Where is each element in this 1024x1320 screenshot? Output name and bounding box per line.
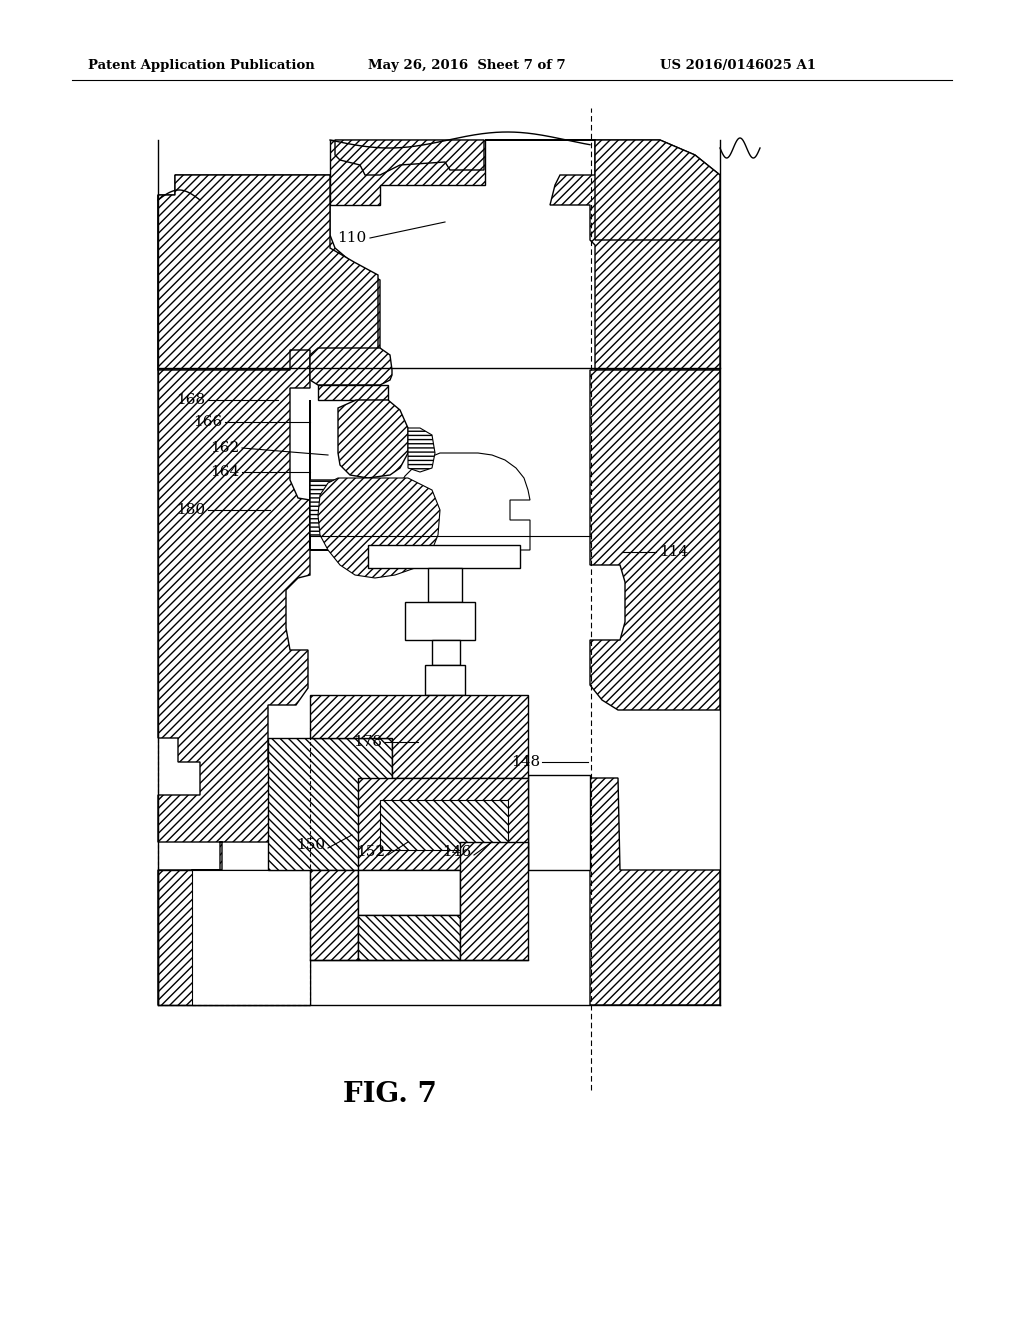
Polygon shape [335,140,484,176]
Text: FIG. 7: FIG. 7 [343,1081,437,1109]
Text: Patent Application Publication: Patent Application Publication [88,58,314,71]
Polygon shape [425,665,465,696]
Text: US 2016/0146025 A1: US 2016/0146025 A1 [660,58,816,71]
Text: 166: 166 [193,414,222,429]
Text: 152: 152 [356,845,385,859]
Polygon shape [358,777,528,870]
Polygon shape [318,478,440,578]
Polygon shape [528,775,590,870]
Polygon shape [358,870,460,915]
Polygon shape [158,350,310,1005]
Polygon shape [330,140,485,205]
Text: 110: 110 [337,231,366,246]
Text: May 26, 2016  Sheet 7 of 7: May 26, 2016 Sheet 7 of 7 [368,58,565,71]
Polygon shape [310,696,528,777]
Polygon shape [310,400,530,550]
Text: 150: 150 [296,838,325,851]
Polygon shape [380,800,508,850]
Polygon shape [158,870,310,1005]
Text: 178: 178 [353,735,382,748]
Polygon shape [408,428,435,473]
Polygon shape [310,870,358,960]
Text: 164: 164 [210,465,239,479]
Polygon shape [460,842,528,960]
Text: 162: 162 [210,441,239,455]
Polygon shape [193,870,310,1005]
Polygon shape [590,777,720,1005]
Polygon shape [432,640,460,665]
Polygon shape [268,738,392,870]
Polygon shape [590,370,720,710]
Text: 168: 168 [176,393,205,407]
Text: 180: 180 [176,503,205,517]
Polygon shape [406,602,475,640]
Polygon shape [310,480,422,535]
Polygon shape [158,176,380,370]
Polygon shape [428,568,462,602]
Polygon shape [485,140,720,370]
Polygon shape [595,140,720,240]
Polygon shape [358,915,460,960]
Polygon shape [310,348,392,385]
Text: 146: 146 [441,845,471,859]
Text: 148: 148 [511,755,540,770]
Polygon shape [318,385,388,400]
Polygon shape [368,545,520,568]
Polygon shape [158,176,378,370]
Text: 114: 114 [659,545,688,558]
Polygon shape [338,400,408,478]
